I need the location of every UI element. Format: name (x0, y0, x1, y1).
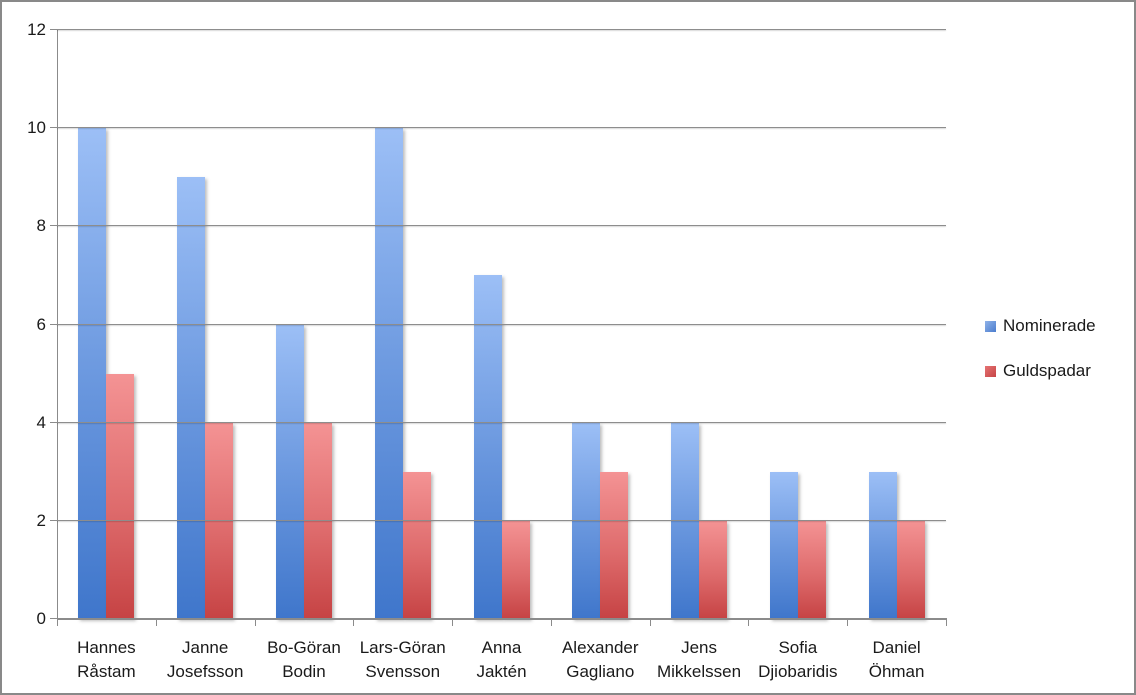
gridline (57, 519, 946, 521)
legend-item-nominerade[interactable]: Nominerade (985, 315, 1096, 337)
bar-guldspadar-8[interactable] (797, 520, 826, 619)
y-axis-tick (50, 323, 57, 325)
x-axis-label-line: Jaktén (476, 662, 527, 681)
gridline (57, 127, 946, 129)
gridline (57, 323, 946, 325)
y-axis-label: 4 (36, 412, 46, 432)
x-axis-label: Lars-Göran Svensson (347, 636, 458, 684)
y-axis-line (57, 30, 58, 619)
x-axis-label-line: Sofia (778, 638, 818, 657)
x-axis-label-line: Bo-Göran (267, 638, 341, 657)
x-axis-label-line: Janne (181, 638, 229, 657)
y-axis-tick (50, 127, 57, 129)
plot-area (57, 30, 946, 619)
bar-guldspadar-6[interactable] (600, 471, 629, 619)
x-axis-tick (254, 620, 256, 626)
gridline (57, 29, 946, 30)
bar-guldspadar-7[interactable] (699, 520, 728, 619)
legend-label-nominerade: Nominerade (1003, 316, 1096, 335)
legend-swatch-nominerade-icon (985, 320, 996, 332)
x-axis-label-line: Jens (681, 638, 717, 657)
x-axis-tick (353, 620, 355, 626)
x-axis-label: Bo-Göran Bodin (249, 636, 360, 684)
x-axis-tick (847, 620, 849, 626)
x-axis-label-line: Daniel (872, 638, 921, 657)
legend-swatch-guldspadar-icon (985, 365, 996, 377)
y-axis-tick (50, 421, 57, 423)
bar-nominerade-8[interactable] (769, 471, 798, 619)
gridline (57, 225, 946, 227)
y-axis-tick (50, 618, 57, 619)
x-axis-label: Sofia Djiobaridis (742, 636, 853, 684)
y-axis-label: 0 (36, 609, 46, 628)
x-axis-tick (550, 620, 552, 626)
y-axis-tick (50, 225, 57, 227)
y-axis-label: 10 (27, 118, 46, 138)
x-axis-label: Daniel Öhman (841, 636, 952, 684)
x-axis-label: Alexander Gagliano (545, 636, 656, 684)
x-axis-label: Anna Jaktén (446, 636, 557, 684)
bar-nominerade-1[interactable] (78, 128, 107, 619)
x-axis-label-line: Råstam (77, 662, 136, 681)
x-axis-label-line: Djiobaridis (758, 662, 838, 681)
x-axis-tick (155, 620, 157, 626)
bar-nominerade-9[interactable] (868, 471, 897, 619)
x-axis-tick (57, 620, 58, 626)
x-axis-label: Janne Josefsson (150, 636, 261, 684)
x-axis-tick (946, 620, 947, 626)
y-axis-label: 2 (36, 510, 46, 530)
x-axis-label-line: Gagliano (566, 662, 635, 681)
bar-nominerade-2[interactable] (177, 177, 206, 619)
bar-guldspadar-9[interactable] (896, 520, 925, 619)
bar-guldspadar-1[interactable] (106, 373, 135, 619)
x-axis-label-line: Bodin (282, 662, 326, 681)
y-axis-tick (50, 519, 57, 521)
x-axis-label-line: Hannes (77, 638, 136, 657)
y-axis-label: 8 (36, 216, 46, 236)
legend: Nominerade Guldspadar (985, 315, 1096, 405)
bar-guldspadar-4[interactable] (402, 471, 431, 619)
x-axis-tick (649, 620, 651, 626)
legend-item-guldspadar[interactable]: Guldspadar (985, 360, 1096, 382)
x-axis-tick (748, 620, 750, 626)
x-axis-label-line: Josefsson (166, 662, 244, 681)
x-axis-tick (452, 620, 454, 626)
y-axis-tick (50, 29, 57, 30)
x-axis-label: Jens Mikkelssen (644, 636, 755, 684)
gridline (57, 421, 946, 423)
x-axis-label: Hannes Råstam (51, 636, 162, 684)
x-axis-label-line: Svensson (365, 662, 441, 681)
bar-guldspadar-5[interactable] (501, 520, 530, 619)
x-axis-label-line: Lars-Göran (359, 638, 446, 657)
x-axis-label-line: Anna (481, 638, 522, 657)
x-axis-label-line: Alexander (561, 638, 639, 657)
legend-label-guldspadar: Guldspadar (1003, 361, 1091, 380)
x-axis-line (57, 618, 947, 620)
y-axis-label: 12 (27, 20, 46, 39)
bar-nominerade-5[interactable] (473, 275, 502, 619)
x-axis-label-line: Öhman (868, 662, 925, 681)
bar-nominerade-3[interactable] (275, 324, 304, 619)
x-axis-label-line: Mikkelssen (656, 662, 742, 681)
y-axis-label: 6 (36, 314, 46, 334)
bar-nominerade-4[interactable] (374, 128, 403, 619)
